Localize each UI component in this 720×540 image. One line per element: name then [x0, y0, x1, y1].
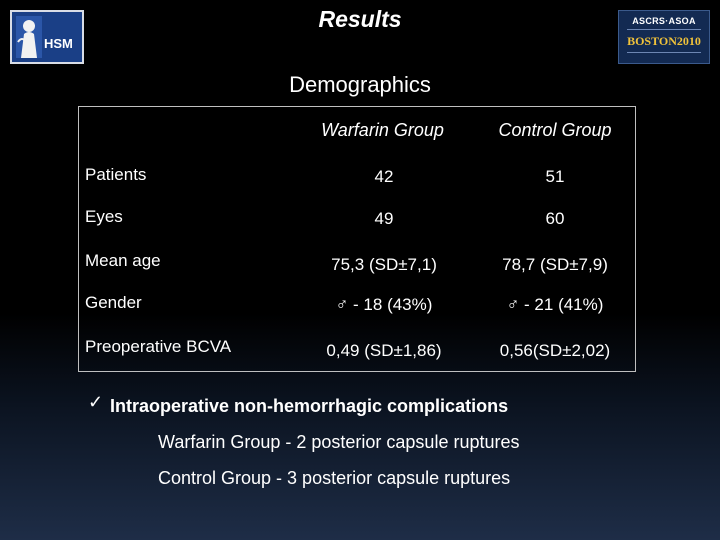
checkmark-icon: ✓ [88, 392, 104, 412]
complications-heading: Intraoperative non-hemorrhagic complicat… [110, 396, 509, 416]
table-cell: 49 [374, 209, 394, 228]
row-label-mean-age: Mean age [85, 251, 161, 270]
table-cell: 78,7 (SD±7,9) [502, 255, 608, 274]
boston-logo-text: BOSTON2010 [627, 34, 701, 48]
table-cell: 42 [374, 167, 394, 186]
column-header-control: Control Group [498, 120, 612, 140]
table-cell: 0,49 (SD±1,86) [326, 341, 442, 360]
row-label-patients: Patients [85, 165, 147, 184]
table-cell: 51 [545, 167, 565, 186]
demographics-table-frame [78, 106, 636, 372]
table-cell: ♂ - 21 (41%) [506, 295, 604, 314]
section-subtitle: Demographics [289, 72, 431, 97]
column-header-warfarin: Warfarin Group [321, 120, 444, 140]
row-label-preoperative-bcva: Preoperative BCVA [85, 337, 232, 356]
hsm-logo: HSM [10, 10, 84, 64]
slide-title: Results [318, 6, 402, 32]
table-cell: ♂ - 18 (43%) [335, 295, 433, 314]
logo-divider [627, 52, 701, 53]
row-label-gender: Gender [85, 293, 142, 312]
row-label-eyes: Eyes [85, 207, 123, 226]
complication-line-control: Control Group - 3 posterior capsule rupt… [158, 468, 511, 488]
hsm-logo-text: HSM [44, 36, 73, 51]
ascrs-boston-logo: ASCRS·ASOA BOSTON2010 [618, 10, 710, 64]
table-cell: 75,3 (SD±7,1) [331, 255, 437, 274]
table-cell: 60 [545, 209, 565, 228]
ascrs-logo-text: ASCRS·ASOA [632, 16, 696, 26]
complication-line-warfarin: Warfarin Group - 2 posterior capsule rup… [158, 432, 520, 452]
table-cell: 0,56(SD±2,02) [499, 341, 611, 360]
logo-divider [627, 29, 701, 30]
